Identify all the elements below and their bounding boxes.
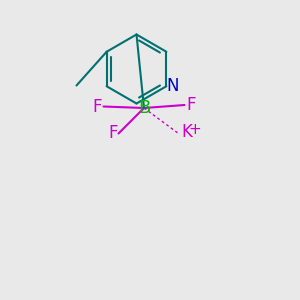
Text: +: +: [189, 122, 201, 137]
Text: F: F: [92, 98, 102, 116]
Text: F: F: [108, 124, 118, 142]
Text: K: K: [181, 123, 192, 141]
Text: F: F: [186, 96, 196, 114]
Text: B: B: [138, 99, 150, 117]
Text: N: N: [167, 77, 179, 95]
